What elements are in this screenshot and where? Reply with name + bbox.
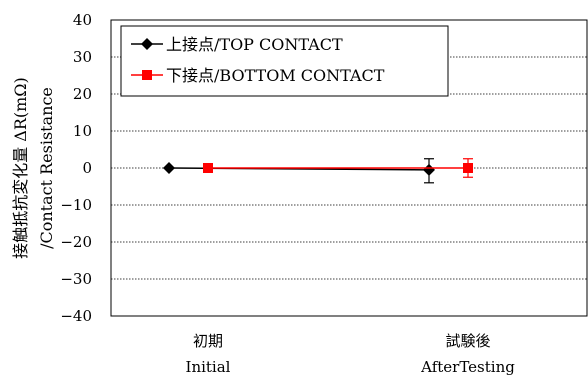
legend: 上接点/TOP CONTACT 下接点/BOTTOM CONTACT (120, 25, 449, 97)
x-category-label-jp: 試験後 (445, 332, 490, 350)
y-tick-label: −10 (60, 196, 92, 214)
data-point (463, 163, 473, 173)
y-tick-label: 40 (73, 11, 92, 29)
series-top-contact (163, 158, 435, 184)
x-category-label-jp: 初期 (193, 332, 223, 350)
data-point (423, 163, 435, 176)
y-tick-label: 20 (73, 85, 92, 103)
legend-item-bottom-contact: 下接点/BOTTOM CONTACT (131, 66, 385, 85)
series-bottom-contact (203, 158, 473, 178)
y-tick-label: 0 (82, 159, 92, 177)
diamond-marker-icon (141, 38, 153, 50)
legend-label-bottom-contact: 下接点/BOTTOM CONTACT (166, 66, 385, 85)
data-point (163, 162, 175, 174)
y-tick-label: 30 (73, 48, 92, 66)
y-axis-ticks: −40 −30 −20 −10 0 10 20 30 40 (60, 11, 92, 325)
plot-frame (110, 19, 588, 317)
x-category-label-en: AfterTesting (420, 358, 515, 376)
y-axis-title-line-1: 接触抵抗変化量 ΔR(mΩ) (11, 77, 30, 259)
x-axis-labels: 初期 Initial 試験後 AfterTesting (186, 332, 516, 376)
y-tick-label: −20 (60, 233, 92, 251)
legend-item-top-contact: 上接点/TOP CONTACT (131, 35, 343, 54)
y-axis-title-line-2: /Contact Resistance (37, 87, 56, 249)
series-layer (163, 158, 473, 184)
square-marker-icon (142, 70, 152, 80)
x-category-label-en: Initial (186, 358, 231, 376)
legend-label-top-contact: 上接点/TOP CONTACT (166, 35, 343, 54)
y-tick-label: −40 (60, 307, 92, 325)
data-point (203, 163, 213, 173)
y-tick-label: −30 (60, 270, 92, 288)
y-axis-title: 接触抵抗変化量 ΔR(mΩ) /Contact Resistance (11, 77, 56, 259)
legend-box (120, 25, 449, 97)
y-tick-label: 10 (73, 122, 92, 140)
